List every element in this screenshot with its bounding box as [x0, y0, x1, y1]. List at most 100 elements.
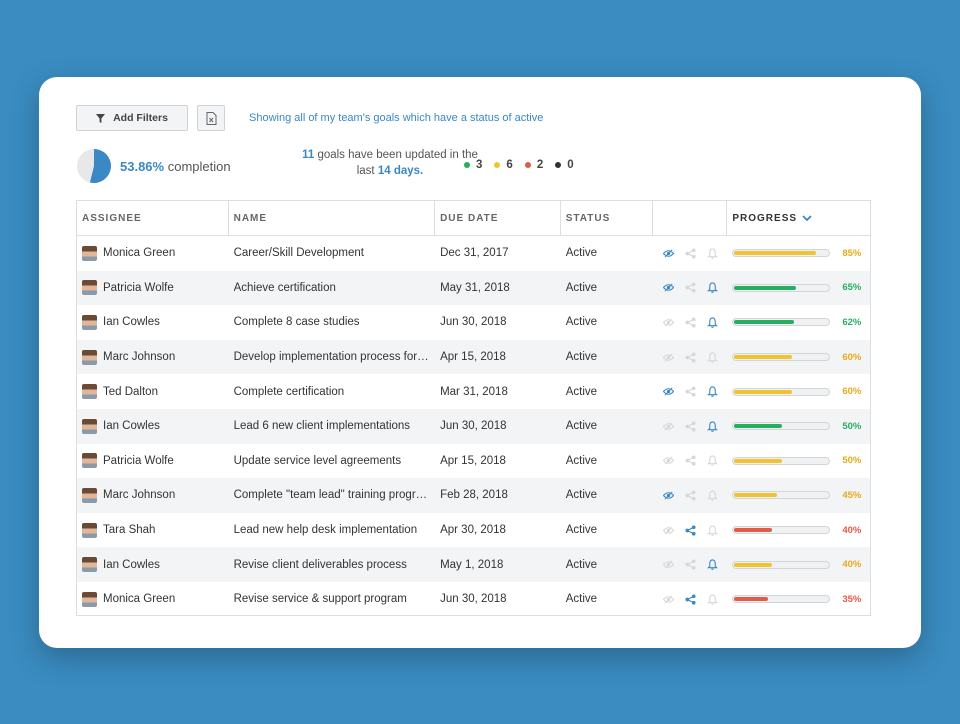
visibility-icon[interactable] — [662, 386, 674, 397]
assignee-cell: Monica Green — [77, 582, 229, 617]
share-icon[interactable] — [684, 594, 696, 605]
bell-icon[interactable] — [706, 490, 718, 501]
add-filters-button[interactable]: Add Filters — [76, 105, 188, 131]
progress-bar-fill — [734, 597, 769, 602]
due-date-cell: Apr 15, 2018 — [435, 444, 561, 479]
goal-name[interactable]: Lead new help desk implementation — [233, 524, 418, 537]
header-assignee[interactable]: ASSIGNEE — [77, 201, 229, 236]
visibility-icon[interactable] — [662, 455, 674, 466]
status-cell: Active — [561, 374, 653, 409]
export-button[interactable] — [197, 105, 225, 131]
visibility-icon[interactable] — [662, 525, 674, 536]
due-date: Apr 15, 2018 — [440, 351, 506, 364]
status-cell: Active — [561, 444, 653, 479]
share-icon[interactable] — [684, 421, 696, 432]
share-icon[interactable] — [684, 386, 696, 397]
progress-bar — [732, 353, 831, 362]
goal-name[interactable]: Develop implementation process for … — [233, 351, 432, 364]
goal-name-cell[interactable]: Complete 8 case studies — [229, 305, 435, 340]
status-count: 0 — [555, 159, 574, 171]
share-icon[interactable] — [684, 455, 696, 466]
goal-name[interactable]: Complete "team lead" training progr… — [233, 489, 428, 502]
progress-percent: 50% — [842, 455, 862, 467]
bell-icon[interactable] — [706, 594, 718, 605]
status-count: 2 — [524, 159, 543, 171]
avatar — [82, 591, 97, 607]
table-row[interactable]: Marc Johnson Complete "team lead" traini… — [77, 478, 870, 513]
due-date-cell: Dec 31, 2017 — [435, 236, 561, 271]
goal-name[interactable]: Career/Skill Development — [233, 247, 364, 260]
goal-name-cell[interactable]: Complete "team lead" training progr… — [229, 478, 435, 513]
goal-name[interactable]: Complete 8 case studies — [233, 316, 360, 329]
table-row[interactable]: Patricia Wolfe Achieve certification May… — [77, 270, 870, 306]
progress-percent: 40% — [842, 559, 862, 571]
table-row[interactable]: Ted Dalton Complete certification Mar 31… — [77, 374, 870, 409]
table-row[interactable]: Tara Shah Lead new help desk implementat… — [77, 513, 870, 548]
visibility-icon[interactable] — [662, 248, 674, 259]
progress-percent: 40% — [842, 524, 862, 536]
visibility-icon[interactable] — [662, 421, 674, 432]
visibility-icon[interactable] — [662, 352, 674, 363]
goal-name[interactable]: Revise service & support program — [233, 593, 407, 606]
actions-cell — [653, 444, 728, 479]
avatar — [82, 280, 97, 296]
table-row[interactable]: Marc Johnson Develop implementation proc… — [77, 339, 870, 375]
actions-cell — [653, 478, 728, 513]
goal-name-cell[interactable]: Revise client deliverables process — [229, 547, 435, 582]
table-row[interactable]: Ian Cowles Lead 6 new client implementat… — [77, 408, 870, 444]
share-icon[interactable] — [684, 525, 696, 536]
goal-name[interactable]: Revise client deliverables process — [233, 558, 407, 571]
table-row[interactable]: Ian Cowles Complete 8 case studies Jun 3… — [77, 305, 870, 340]
goal-name-cell[interactable]: Update service level agreements — [229, 444, 435, 479]
share-icon[interactable] — [684, 248, 696, 259]
bell-icon[interactable] — [706, 421, 718, 432]
header-due-date[interactable]: DUE DATE — [435, 201, 561, 236]
goal-name-cell[interactable]: Develop implementation process for … — [229, 340, 435, 375]
bell-icon[interactable] — [706, 248, 718, 259]
bell-icon[interactable] — [706, 317, 718, 328]
goal-name-cell[interactable]: Lead 6 new client implementations — [229, 409, 435, 444]
goal-name-cell[interactable]: Achieve certification — [229, 271, 435, 306]
header-name[interactable]: NAME — [229, 201, 436, 236]
table-row[interactable]: Patricia Wolfe Update service level agre… — [77, 444, 870, 479]
visibility-icon[interactable] — [662, 282, 674, 293]
table-row[interactable]: Monica Green Revise service & support pr… — [77, 582, 870, 617]
table-row[interactable]: Ian Cowles Revise client deliverables pr… — [77, 547, 870, 582]
goal-name-cell[interactable]: Revise service & support program — [229, 582, 435, 617]
bell-icon[interactable] — [706, 282, 718, 294]
progress-bar — [732, 595, 831, 604]
avatar — [82, 349, 97, 365]
actions-cell — [653, 513, 728, 548]
progress-cell: 50% — [727, 409, 870, 444]
visibility-icon[interactable] — [662, 317, 674, 328]
header-status[interactable]: STATUS — [561, 201, 653, 236]
progress-cell: 85% — [727, 236, 870, 271]
goal-name[interactable]: Complete certification — [233, 385, 345, 398]
bell-icon[interactable] — [706, 386, 718, 397]
share-icon[interactable] — [684, 352, 696, 363]
share-icon[interactable] — [684, 317, 696, 328]
goal-name[interactable]: Update service level agreements — [233, 454, 402, 467]
visibility-icon[interactable] — [662, 490, 674, 501]
header-progress[interactable]: PROGRESS — [727, 201, 870, 236]
share-icon[interactable] — [684, 282, 696, 293]
bell-icon[interactable] — [706, 524, 718, 536]
bell-icon[interactable] — [706, 351, 718, 363]
bell-icon[interactable] — [706, 559, 718, 570]
avatar — [82, 522, 97, 538]
actions-cell — [653, 582, 728, 617]
bell-icon[interactable] — [706, 455, 718, 467]
progress-bar-fill — [734, 458, 783, 463]
share-icon[interactable] — [684, 559, 696, 570]
goal-name[interactable]: Lead 6 new client implementations — [233, 420, 411, 433]
goal-name-cell[interactable]: Lead new help desk implementation — [229, 513, 435, 548]
updated-days: 14 days. — [377, 165, 424, 177]
table-row[interactable]: Monica Green Career/Skill Development De… — [77, 236, 870, 271]
share-icon[interactable] — [684, 490, 696, 501]
goal-name-cell[interactable]: Complete certification — [229, 374, 435, 409]
visibility-icon[interactable] — [662, 594, 674, 605]
status-dot — [524, 162, 531, 168]
visibility-icon[interactable] — [662, 559, 674, 570]
goal-name[interactable]: Achieve certification — [233, 281, 336, 294]
goal-name-cell[interactable]: Career/Skill Development — [229, 236, 435, 271]
